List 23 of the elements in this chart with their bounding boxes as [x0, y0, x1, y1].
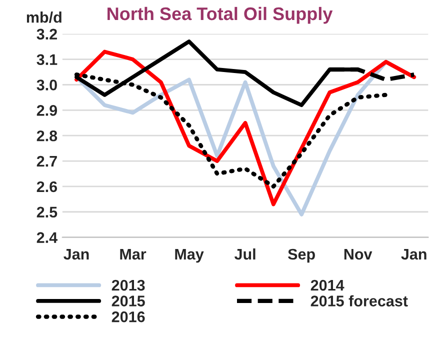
- y-tick-label: 3.0: [36, 80, 57, 90]
- legend-label: 2016: [112, 311, 145, 322]
- y-tick-label: 2.5: [36, 206, 58, 218]
- x-tick-label: Jul: [234, 248, 256, 260]
- y-axis-title: mb/d: [26, 12, 62, 23]
- y-tick-label: 2.6: [36, 181, 58, 192]
- y-tick-label: 3.1: [36, 54, 58, 66]
- y-tick-label: 2.8: [36, 130, 58, 142]
- y-tick-label: 2.7: [36, 156, 57, 167]
- legend-label: 2013: [112, 280, 145, 291]
- chart-title: North Sea Total Oil Supply: [108, 6, 333, 24]
- x-tick-label: Sep: [288, 248, 315, 263]
- x-tick-label: May: [175, 248, 204, 263]
- legend-label: 2014: [310, 280, 344, 291]
- legend-label: 2015 forecast: [310, 295, 408, 306]
- legend-label: 2015: [112, 296, 145, 306]
- y-tick-label: 3.2: [36, 28, 57, 40]
- y-tick-label: 2.9: [36, 105, 58, 116]
- x-tick-label: Nov: [344, 248, 372, 260]
- x-tick-label: Jan: [401, 248, 426, 260]
- x-tick-label: Jan: [64, 248, 89, 260]
- x-tick-label: Mar: [120, 248, 146, 260]
- y-tick-label: 2.4: [36, 232, 58, 243]
